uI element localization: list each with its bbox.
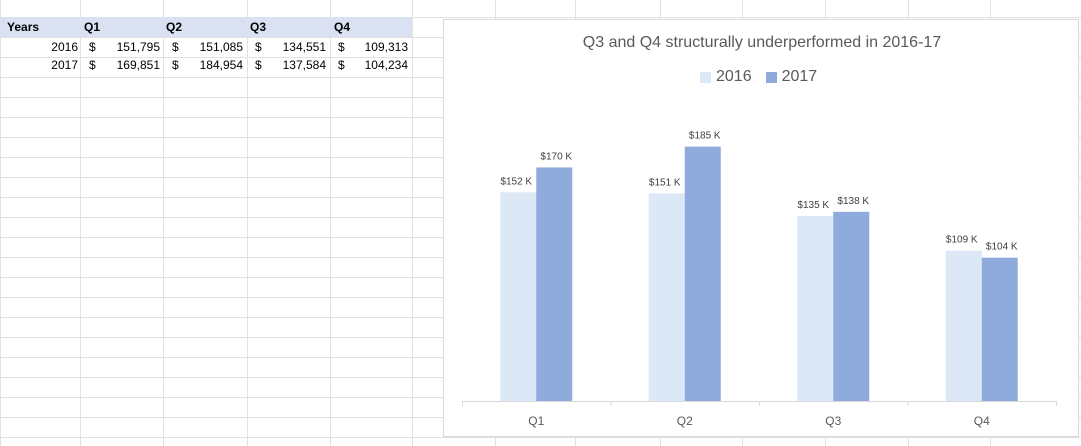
x-tick-label-q4: Q4 (974, 414, 990, 428)
data-label-2017-q4[interactable]: $104 K (986, 242, 1018, 253)
header-q1[interactable]: Q1 (84, 20, 101, 34)
cell-currency: $ (255, 58, 262, 72)
bar-2017-q1[interactable] (536, 167, 573, 401)
cell-currency: $ (255, 40, 262, 54)
bar-2016-q1[interactable] (500, 192, 537, 401)
cell-year-2016[interactable]: 2016 (51, 40, 78, 54)
data-label-2016-q4[interactable]: $109 K (946, 235, 978, 246)
x-tick-label-q2: Q2 (677, 414, 693, 428)
cell-2017-q2[interactable]: 184,954 (199, 58, 243, 72)
bar-2016-q3[interactable] (797, 215, 834, 401)
cell-2016-q4[interactable]: 109,313 (364, 40, 408, 54)
cell-currency: $ (89, 58, 96, 72)
plot-area: $152 K $170 K Q1 $151 K $185 K Q2 $135 K $138 K… (462, 131, 1057, 428)
cell-currency: $ (89, 40, 96, 54)
column-chart[interactable]: Q3 and Q4 structurally underperformed in… (443, 19, 1079, 437)
bar-2017-q2[interactable] (684, 146, 721, 401)
bar-2016-q4[interactable] (945, 250, 982, 401)
data-label-2017-q1[interactable]: $170 K (540, 151, 572, 162)
x-tick-label-q1: Q1 (528, 414, 544, 428)
legend-label-2016: 2016 (716, 68, 752, 85)
header-q2[interactable]: Q2 (166, 20, 183, 34)
header-q3[interactable]: Q3 (250, 20, 267, 34)
header-band (0, 17, 412, 37)
bar-2017-q4[interactable] (981, 257, 1018, 401)
header-q4[interactable]: Q4 (334, 20, 351, 34)
cell-currency: $ (172, 40, 179, 54)
data-label-2016-q3[interactable]: $135 K (797, 200, 829, 211)
data-label-2017-q2[interactable]: $185 K (689, 131, 721, 142)
data-label-2016-q1[interactable]: $152 K (500, 176, 532, 187)
cell-year-2017[interactable]: 2017 (51, 58, 78, 72)
legend-label-2017: 2017 (781, 68, 818, 85)
header-years[interactable]: Years (7, 20, 40, 34)
chart-legend[interactable]: 2016 2017 (700, 68, 817, 86)
cell-currency: $ (172, 58, 179, 72)
cell-currency: $ (338, 58, 345, 72)
cell-2017-q1[interactable]: 169,851 (116, 58, 160, 72)
cell-2016-q2[interactable]: 151,085 (199, 40, 243, 54)
x-tick-label-q3: Q3 (825, 414, 841, 428)
legend-swatch-2016 (700, 71, 711, 83)
legend-item-2016[interactable]: 2016 (700, 68, 752, 86)
legend-item-2017[interactable]: 2017 (765, 68, 818, 86)
chart-title[interactable]: Q3 and Q4 structurally underperformed in… (582, 34, 942, 51)
cell-2017-q3[interactable]: 137,584 (282, 58, 326, 72)
legend-swatch-2017 (765, 71, 777, 83)
data-label-2017-q3[interactable]: $138 K (837, 196, 869, 207)
cell-2016-q1[interactable]: 151,795 (116, 40, 160, 54)
cell-currency: $ (338, 40, 345, 54)
data-label-2016-q2[interactable]: $151 K (649, 177, 681, 188)
bar-2016-q2[interactable] (648, 193, 685, 401)
bar-2017-q3[interactable] (833, 211, 870, 401)
cell-2016-q3[interactable]: 134,551 (282, 40, 326, 54)
cell-2017-q4[interactable]: 104,234 (364, 58, 408, 72)
